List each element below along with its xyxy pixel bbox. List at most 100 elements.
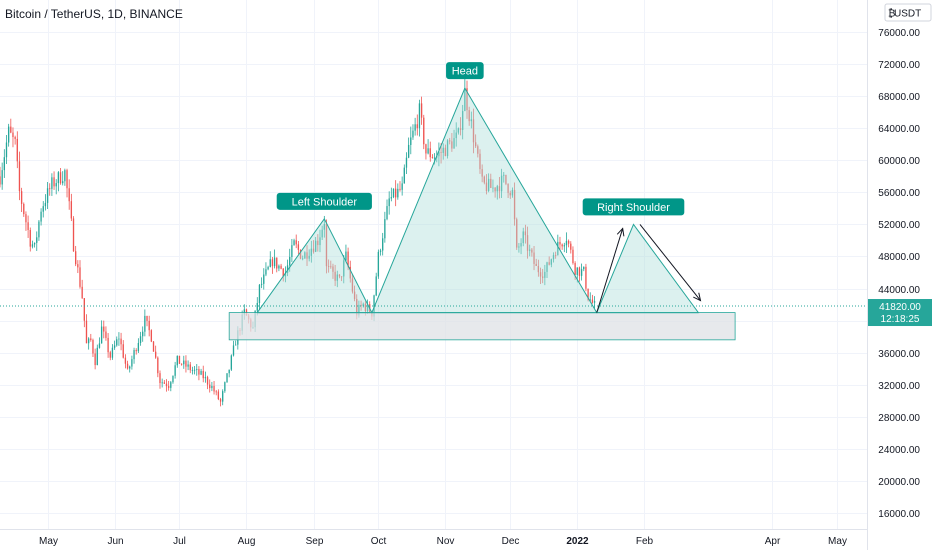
candle-body xyxy=(293,240,295,246)
candle-body xyxy=(373,295,375,317)
candle-body xyxy=(440,152,442,153)
candle-body xyxy=(477,146,479,154)
candle-body xyxy=(213,385,215,392)
candle-body xyxy=(33,242,36,245)
candle-body xyxy=(109,352,111,358)
candle-body xyxy=(388,198,390,207)
candle-body xyxy=(174,365,176,376)
candle-body xyxy=(118,338,120,340)
candle-body xyxy=(25,214,27,223)
candle-body xyxy=(544,271,546,278)
right-shoulder-triangle xyxy=(595,223,700,314)
candle-body xyxy=(103,326,105,332)
currency-badge[interactable]: ₿ USDT xyxy=(884,3,932,22)
candle-body xyxy=(263,274,265,284)
candle-body xyxy=(323,224,325,230)
price-tick-label: 56000.00 xyxy=(878,188,920,199)
candle-body xyxy=(299,249,302,259)
candle-body xyxy=(542,276,544,278)
time-tick-label: Jun xyxy=(107,536,123,547)
candle-body xyxy=(185,360,187,367)
candle-body xyxy=(77,264,79,268)
candle-body xyxy=(407,144,410,158)
left-shoulder-label[interactable]: Left Shoulder xyxy=(276,192,372,210)
candle-body xyxy=(481,169,483,177)
candle-body xyxy=(0,176,1,185)
candle-body xyxy=(38,221,40,238)
price-tick-label: 76000.00 xyxy=(878,28,920,39)
candle-body xyxy=(129,366,131,369)
candle-body xyxy=(107,337,109,353)
candle-body xyxy=(565,240,568,246)
candle-body xyxy=(572,249,574,264)
candle-body xyxy=(429,148,431,158)
drawing-overlays[interactable]: Left Shoulder Head Right Shoulder xyxy=(0,62,867,341)
candle-body xyxy=(191,370,194,371)
candle-body xyxy=(336,274,338,281)
candle-body xyxy=(142,331,144,337)
candle-body xyxy=(410,137,412,145)
candle-body xyxy=(485,182,488,191)
candle-body xyxy=(550,259,553,265)
candle-body xyxy=(278,265,280,269)
candle-body xyxy=(483,176,485,183)
candle-body xyxy=(507,183,509,193)
candle-body xyxy=(442,147,444,153)
head-triangle xyxy=(371,87,598,314)
candle-body xyxy=(382,238,384,251)
candle-body xyxy=(187,364,189,367)
candle-body xyxy=(111,347,114,358)
candle-body xyxy=(330,266,332,268)
candle-body xyxy=(46,188,49,203)
candle-body xyxy=(563,245,565,247)
candle-body xyxy=(85,320,88,344)
candle-body xyxy=(308,255,310,259)
left-shoulder-triangle xyxy=(256,217,373,314)
candle-body xyxy=(122,344,124,358)
price-tick-label: 72000.00 xyxy=(878,60,920,71)
candle-body xyxy=(379,250,382,252)
candle-body xyxy=(271,259,274,267)
candle-body xyxy=(464,88,466,112)
candle-body xyxy=(137,342,140,352)
candle-body xyxy=(189,364,191,371)
candle-body xyxy=(87,338,90,344)
candle-body xyxy=(576,267,578,275)
candle-body xyxy=(529,249,531,251)
candle-body xyxy=(31,244,34,247)
candle-body xyxy=(79,267,81,287)
candle-body xyxy=(44,202,47,207)
candle-body xyxy=(66,170,68,189)
time-axis[interactable]: May Jun Jul Aug Sep Oct Nov Dec 2022 Feb Apr May xyxy=(39,536,847,547)
time-tick-label: Oct xyxy=(371,536,387,547)
candle-body xyxy=(431,157,434,158)
candle-body xyxy=(163,382,165,384)
candle-body xyxy=(433,157,436,159)
candle-body xyxy=(583,266,585,270)
candle-body xyxy=(226,373,228,383)
candle-body xyxy=(347,251,349,267)
candle-body xyxy=(585,266,587,289)
candle-body xyxy=(133,350,135,360)
candle-body xyxy=(62,181,64,184)
head-label[interactable]: Head xyxy=(446,62,484,80)
candle-body xyxy=(561,244,563,247)
candle-body xyxy=(570,243,572,250)
candle-body xyxy=(131,359,133,367)
right-shoulder-label[interactable]: Right Shoulder xyxy=(582,198,685,216)
time-tick-label: May xyxy=(39,536,58,547)
candle-body xyxy=(494,187,496,192)
right-shoulder-label-text: Right Shoulder xyxy=(597,202,670,214)
candle-body xyxy=(215,391,217,393)
candle-body xyxy=(49,188,51,190)
candle-body xyxy=(193,369,196,371)
candle-body xyxy=(423,117,425,145)
candle-body xyxy=(155,351,157,358)
candle-body xyxy=(401,183,403,190)
candle-body xyxy=(392,188,395,198)
candle-body xyxy=(451,141,453,149)
candle-body xyxy=(386,206,388,220)
time-tick-label: May xyxy=(828,536,847,547)
